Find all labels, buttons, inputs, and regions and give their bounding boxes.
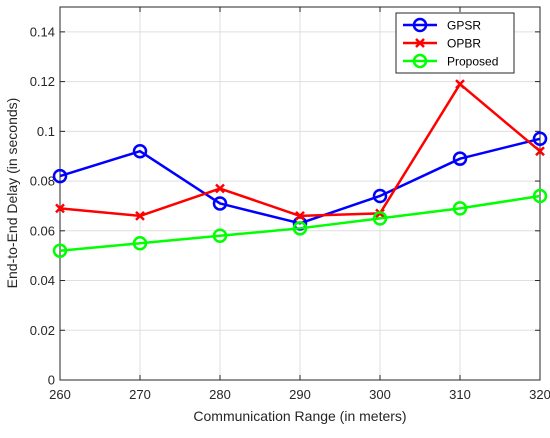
- legend-entry-opbr: OPBR: [403, 37, 481, 51]
- opbr-point: [295, 210, 305, 221]
- opbr-point: [55, 203, 65, 214]
- opbr-point: [535, 146, 545, 157]
- x-tick-label: 290: [289, 387, 311, 402]
- opbr-point: [135, 210, 145, 221]
- legend: GPSR OPBR Proposed: [395, 12, 515, 74]
- y-tick-label: 0.12: [30, 74, 55, 89]
- opbr-point: [215, 183, 225, 194]
- proposed-point: [532, 188, 548, 204]
- x-tick-label: 310: [449, 387, 471, 402]
- x-tick-label: 280: [209, 387, 231, 402]
- proposed-point: [212, 228, 228, 244]
- y-tick-label: 0.14: [30, 24, 55, 39]
- proposed-line: [59, 194, 541, 252]
- gpsr-point: [532, 131, 548, 147]
- y-tick-label: 0.02: [30, 323, 55, 338]
- x-tick-label: 260: [49, 387, 71, 402]
- series-proposed: [52, 188, 548, 258]
- y-axis-label: End-to-End Delay (in seconds): [4, 98, 20, 289]
- legend-label: GPSR: [447, 19, 481, 33]
- series-lines: [52, 79, 548, 258]
- gpsr-point: [212, 196, 228, 211]
- opbr-legend-marker: [415, 38, 425, 48]
- proposed-legend-marker: [412, 53, 428, 69]
- y-tick-label: 0.06: [30, 223, 55, 238]
- legend-label: Proposed: [447, 55, 498, 69]
- series-opbr: [55, 79, 545, 221]
- opbr-point: [455, 79, 465, 89]
- legend-entry-gpsr: GPSR: [403, 17, 481, 33]
- axis-ticks: 260 270 280 290 300 310 320 0 0.02 0.04 0.06 0.08 0.…: [30, 7, 550, 402]
- y-tick-label: 0.04: [30, 273, 55, 288]
- legend-label: OPBR: [447, 37, 481, 51]
- gpsr-point: [452, 151, 468, 166]
- x-tick-label: 270: [129, 387, 151, 402]
- x-tick-label: 300: [369, 387, 391, 402]
- x-axis-label: Communication Range (in meters): [193, 408, 406, 424]
- proposed-point: [52, 243, 68, 258]
- proposed-point: [372, 211, 388, 226]
- proposed-point: [292, 221, 308, 236]
- gpsr-legend-marker: [412, 17, 428, 33]
- y-tick-label: 0: [48, 373, 55, 388]
- legend-entry-proposed: Proposed: [403, 53, 498, 69]
- y-tick-label: 0.08: [30, 174, 55, 189]
- x-tick-label: 320: [529, 387, 550, 402]
- y-tick-label: 0.1: [37, 124, 55, 139]
- proposed-point: [452, 201, 468, 216]
- gpsr-point: [52, 168, 68, 184]
- gpsr-point: [132, 143, 148, 159]
- gpsr-point: [372, 188, 388, 204]
- proposed-point: [132, 235, 148, 251]
